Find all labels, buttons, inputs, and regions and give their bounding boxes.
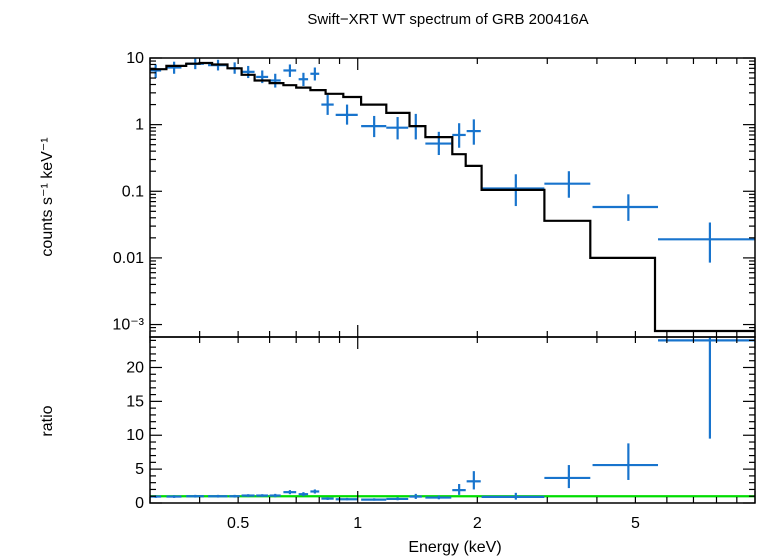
data-point	[544, 171, 591, 198]
data-point	[658, 337, 755, 439]
y-tick-label: 0	[135, 495, 144, 512]
chart-title: Swift−XRT WT spectrum of GRB 200416A	[307, 11, 588, 28]
data-point	[241, 65, 255, 79]
data-point	[452, 484, 466, 495]
data-point	[386, 497, 409, 501]
panel-frame	[149, 57, 756, 338]
data-point	[452, 123, 466, 148]
data-point	[386, 117, 409, 140]
y-tick-label: 0.1	[122, 183, 144, 200]
y-tick-label: 1	[135, 117, 144, 134]
data-point	[269, 73, 281, 88]
panel-frame	[149, 336, 756, 504]
y-tick-label: 5	[135, 461, 144, 478]
x-tick-label: 1	[353, 515, 362, 532]
data-point	[425, 495, 452, 500]
data-point	[283, 490, 297, 495]
data-point	[256, 494, 269, 497]
data-point	[466, 471, 481, 490]
data-point	[186, 494, 204, 498]
y-tick-label: 15	[126, 393, 144, 410]
data-point	[166, 61, 182, 74]
data-point	[283, 64, 297, 77]
spectrum-panel: 10 1 0.1 0.01 10⁻³	[112, 50, 756, 338]
data-point	[592, 443, 659, 480]
data-point	[310, 489, 320, 494]
y-tick-label: 0.01	[113, 250, 144, 267]
data-point	[361, 498, 387, 501]
data-point	[298, 72, 309, 87]
x-tick-labels: 0.5 1 2 5	[227, 515, 640, 532]
data-point	[481, 492, 545, 500]
ratio-panel: 0 5 10 15 20	[126, 336, 756, 512]
data-point	[409, 493, 422, 499]
y-tick-label: 20	[126, 359, 144, 376]
data-point	[466, 119, 481, 145]
model-step-line	[150, 61, 755, 333]
data-point	[229, 494, 240, 498]
x-tick-label: 0.5	[227, 515, 249, 532]
x-axis-label: Energy (keV)	[408, 539, 501, 556]
data-point	[321, 94, 334, 115]
y-tick-label: 10	[126, 427, 144, 444]
data-point	[208, 494, 228, 498]
data-point	[166, 495, 182, 498]
y-tick-label: 10	[126, 50, 144, 67]
data-point	[321, 497, 334, 500]
data-point	[658, 222, 755, 263]
data-point	[269, 493, 281, 498]
data-point	[335, 104, 358, 125]
y-tick-label: 10⁻³	[112, 317, 144, 334]
x-tick-label: 5	[631, 515, 640, 532]
data-point	[150, 64, 162, 79]
data-point	[310, 67, 320, 81]
data-point	[592, 194, 659, 221]
x-tick-label: 2	[473, 515, 482, 532]
data-point	[425, 131, 452, 156]
data-point	[298, 492, 309, 497]
data-point	[544, 465, 591, 489]
ratio-y-axis-label: ratio	[39, 405, 56, 436]
spectrum-y-axis-label: counts s⁻¹ keV⁻¹	[39, 137, 56, 256]
data-point	[361, 115, 387, 138]
data-point	[241, 494, 255, 497]
